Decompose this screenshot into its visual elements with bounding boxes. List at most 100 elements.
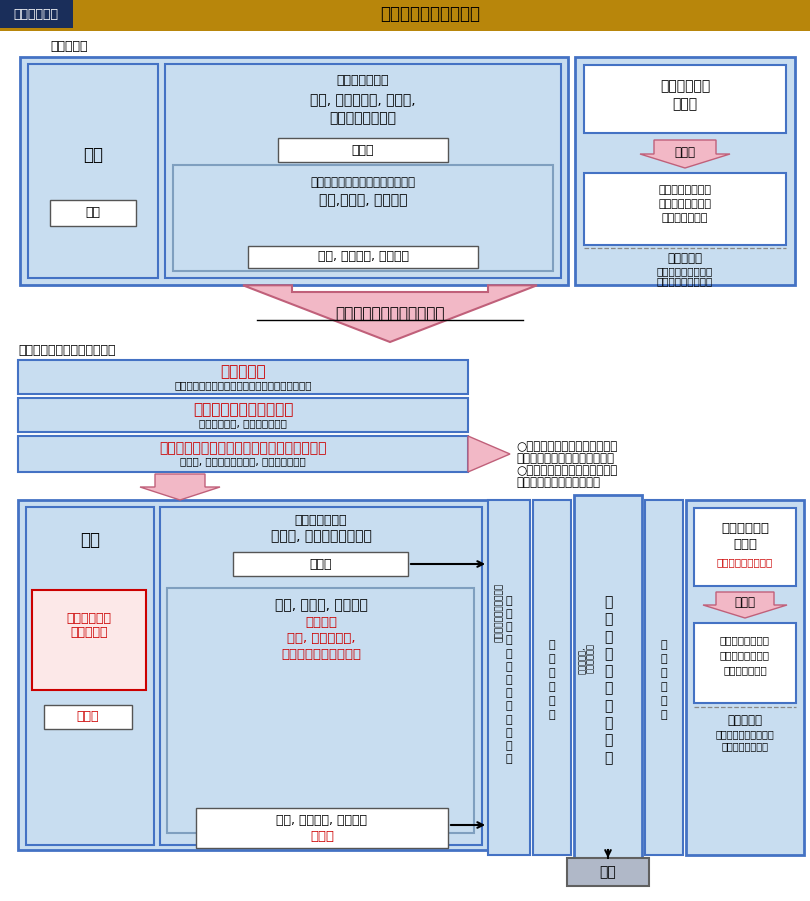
Text: なし: なし <box>86 206 100 220</box>
FancyBboxPatch shape <box>18 398 468 432</box>
Text: 耐震以外の規定は: 耐震以外の規定は <box>720 635 770 645</box>
Text: （住宅・建築物耐震改: （住宅・建築物耐震改 <box>715 729 774 739</box>
Text: ○耐震改修の際の仮住居として: ○耐震改修の際の仮住居として <box>516 463 617 477</box>
Text: （特定建築物）: （特定建築物） <box>295 514 347 526</box>
Text: （改正前）: （改正前） <box>50 41 87 53</box>
Text: 耐震以外の規定は: 耐震以外の規定は <box>659 185 711 195</box>
Text: ○都市再生機構及び地方住宅供: ○都市再生機構及び地方住宅供 <box>516 440 617 452</box>
Text: 既存不適格のまま: 既存不適格のまま <box>720 650 770 660</box>
FancyBboxPatch shape <box>0 0 810 28</box>
Text: （特定建築物）: （特定建築物） <box>337 74 390 86</box>
FancyBboxPatch shape <box>567 858 649 886</box>
Text: 耐
震
改
修
支
援
セ
ン
タ
ー: 耐 震 改 修 支 援 セ ン タ ー <box>603 596 612 765</box>
Text: 既存不適格のまま: 既存不適格のまま <box>659 199 711 209</box>
Text: 指示, 報告徴収, 立入検査: 指示, 報告徴収, 立入検査 <box>276 815 368 827</box>
Text: 指導等: 指導等 <box>77 711 100 724</box>
FancyBboxPatch shape <box>26 507 154 845</box>
FancyBboxPatch shape <box>248 246 478 268</box>
Text: （目標, 施策に関する事項, 啓発・普及等）: （目標, 施策に関する事項, 啓発・普及等） <box>180 456 306 466</box>
Text: 改修等事業補助等）: 改修等事業補助等） <box>657 276 713 286</box>
FancyBboxPatch shape <box>686 500 804 855</box>
FancyBboxPatch shape <box>28 64 158 278</box>
FancyBboxPatch shape <box>50 200 136 226</box>
Text: で可とする特例: で可とする特例 <box>723 665 767 675</box>
Text: 建
築
基
準
法
に
よ
る
改
修
命
令
等: 建 築 基 準 法 に よ る 改 修 命 令 等 <box>505 596 512 764</box>
Text: 補助の実施: 補助の実施 <box>727 714 762 726</box>
Text: 耐震改修計画: 耐震改修計画 <box>660 79 710 93</box>
FancyBboxPatch shape <box>533 500 571 855</box>
FancyBboxPatch shape <box>18 436 468 472</box>
FancyBboxPatch shape <box>584 65 786 133</box>
FancyBboxPatch shape <box>584 173 786 245</box>
Text: 学校, 老人ホーム,: 学校, 老人ホーム, <box>287 633 356 645</box>
Text: 指示, 報告徴収, 立入検査: 指示, 報告徴収, 立入検査 <box>318 250 408 263</box>
Text: 補助の実施: 補助の実施 <box>667 251 702 265</box>
Text: 総
合
的
な
支
援: 総 合 的 な 支 援 <box>661 640 667 720</box>
FancyBboxPatch shape <box>0 0 73 28</box>
Polygon shape <box>703 592 787 618</box>
Text: で可とする特例: で可とする特例 <box>662 213 708 223</box>
FancyBboxPatch shape <box>233 552 408 576</box>
FancyBboxPatch shape <box>165 64 561 278</box>
Text: 罰則: 罰則 <box>599 865 616 879</box>
Text: 給公社による耐震改修の実施: 給公社による耐震改修の実施 <box>516 451 614 465</box>
Text: 図２－３－６: 図２－３－６ <box>14 7 58 21</box>
Text: ＋公表: ＋公表 <box>310 830 334 842</box>
Text: 【追加】: 【追加】 <box>305 616 337 630</box>
FancyBboxPatch shape <box>173 165 553 271</box>
Text: 事務所, 賃貸マンション等: 事務所, 賃貸マンション等 <box>271 529 372 543</box>
Polygon shape <box>468 436 510 472</box>
Text: 特定優良賃貸住宅の活用: 特定優良賃貸住宅の活用 <box>516 476 600 488</box>
Text: 道路を閉塞さ: 道路を閉塞さ <box>66 612 112 624</box>
Text: 指導等: 指導等 <box>352 143 374 157</box>
FancyBboxPatch shape <box>18 360 468 394</box>
FancyBboxPatch shape <box>18 500 488 850</box>
Text: 耐震改修計画: 耐震改修計画 <box>721 522 769 534</box>
Text: 総
合
的
な
支
援: 総 合 的 な 支 援 <box>548 640 556 720</box>
Polygon shape <box>243 286 537 342</box>
Text: 耐震改修促進法の改正: 耐震改修促進法の改正 <box>380 5 480 23</box>
FancyBboxPatch shape <box>574 495 642 860</box>
Text: 病院,百貨店, ホテル等: 病院,百貨店, ホテル等 <box>319 193 407 207</box>
FancyBboxPatch shape <box>44 705 132 729</box>
Text: 情報提供等）: 情報提供等） <box>586 643 595 673</box>
Text: せる住宅等: せる住宅等 <box>70 626 108 640</box>
FancyBboxPatch shape <box>575 57 795 285</box>
Text: （信務保証,: （信務保証, <box>578 646 586 674</box>
Text: 住宅: 住宅 <box>83 146 103 164</box>
Text: 住宅: 住宅 <box>80 531 100 549</box>
FancyBboxPatch shape <box>0 28 810 31</box>
FancyBboxPatch shape <box>20 57 568 285</box>
Text: 危険物を取扱う工場等: 危険物を取扱う工場等 <box>281 649 361 661</box>
FancyBboxPatch shape <box>278 138 448 162</box>
Text: 倒壊の危険性が高い場合: 倒壊の危険性が高い場合 <box>494 582 504 642</box>
Polygon shape <box>140 474 220 500</box>
Text: 賃貸マンション等: 賃貸マンション等 <box>330 111 397 125</box>
Text: （国・地方公共団体の施策への国民の協力義務）: （国・地方公共団体の施策への国民の協力義務） <box>174 380 312 390</box>
Text: 国による基本方針の作成: 国による基本方針の作成 <box>193 403 293 417</box>
Text: の認定: の認定 <box>672 97 697 111</box>
FancyBboxPatch shape <box>32 590 146 690</box>
FancyBboxPatch shape <box>488 500 530 855</box>
Text: 修等事業補助等）: 修等事業補助等） <box>722 741 769 751</box>
Text: 国民の責務: 国民の責務 <box>220 365 266 379</box>
Text: （住宅・建築物耐震: （住宅・建築物耐震 <box>657 266 713 276</box>
Text: 支援策: 支援策 <box>675 145 696 159</box>
Text: （不特定多数利用の特定建築物）: （不特定多数利用の特定建築物） <box>310 176 416 188</box>
Text: 学校, 老人ホーム, 事務所,: 学校, 老人ホーム, 事務所, <box>310 93 416 107</box>
Text: 指導等: 指導等 <box>309 558 332 570</box>
Polygon shape <box>640 140 730 168</box>
Text: （改正後：改正部分は赤字）: （改正後：改正部分は赤字） <box>18 343 116 357</box>
Text: （基本的事項, 目標の設定等）: （基本的事項, 目標の設定等） <box>199 418 287 428</box>
FancyBboxPatch shape <box>160 507 482 845</box>
FancyBboxPatch shape <box>645 500 683 855</box>
FancyBboxPatch shape <box>694 623 796 703</box>
FancyBboxPatch shape <box>196 808 448 848</box>
Text: （認定対象の拡充）: （認定対象の拡充） <box>717 557 773 567</box>
FancyBboxPatch shape <box>167 588 474 833</box>
Text: 病院, 百貨店, ホテル等: 病院, 百貨店, ホテル等 <box>275 598 368 612</box>
Text: 支援策: 支援策 <box>735 596 756 609</box>
Text: 中央防災会議での方針決定: 中央防災会議での方針決定 <box>335 306 445 322</box>
Text: の認定: の認定 <box>733 539 757 551</box>
Text: 地方公共団体による耐震改修促進計画の作成: 地方公共団体による耐震改修促進計画の作成 <box>160 441 326 455</box>
